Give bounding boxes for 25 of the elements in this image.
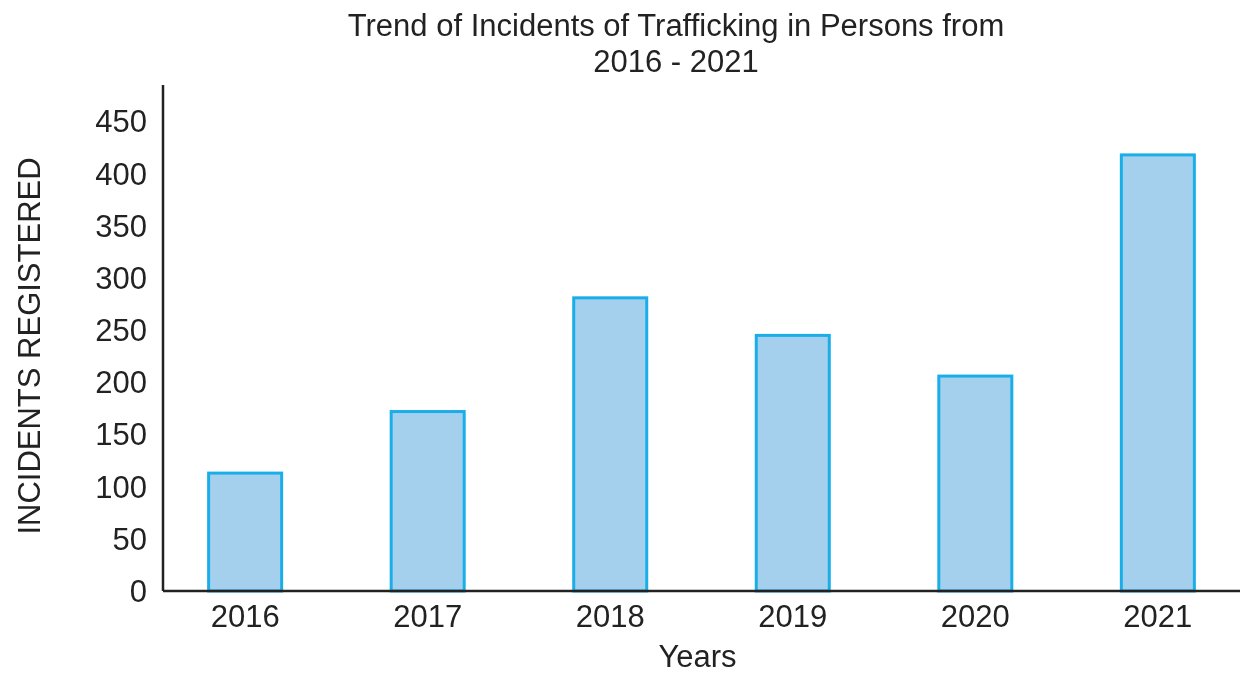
x-tick-label: 2020 (940, 599, 1010, 634)
bar (937, 374, 1014, 593)
bar (572, 296, 649, 593)
y-tick-label: 150 (95, 417, 147, 453)
y-tick-label: 400 (95, 156, 147, 192)
y-tick-label: 300 (95, 260, 147, 296)
bar (207, 471, 284, 593)
bar (1119, 153, 1196, 593)
x-tick-label: 2016 (210, 599, 280, 634)
x-axis-title: Years (658, 639, 737, 673)
x-tick-label: 2019 (758, 599, 828, 634)
y-tick-label: 50 (112, 521, 147, 557)
y-tick-label: 350 (95, 208, 147, 244)
y-tick-label: 200 (95, 365, 147, 401)
chart-title: Trend of Incidents of Trafficking in Persons from 2016 - 2021 (347, 8, 1005, 79)
bar (389, 410, 466, 593)
y-axis-title: INCIDENTS REGISTERED (12, 157, 47, 535)
x-tick-label: 2017 (393, 599, 463, 634)
y-tick-label: 100 (95, 469, 147, 505)
y-tick-label: 0 (129, 573, 147, 609)
bar (754, 333, 831, 593)
y-tick-label: 450 (95, 104, 147, 140)
x-tick-label: 2018 (575, 599, 645, 634)
x-tick-label: 2021 (1123, 599, 1193, 634)
y-tick-label: 250 (95, 313, 147, 349)
